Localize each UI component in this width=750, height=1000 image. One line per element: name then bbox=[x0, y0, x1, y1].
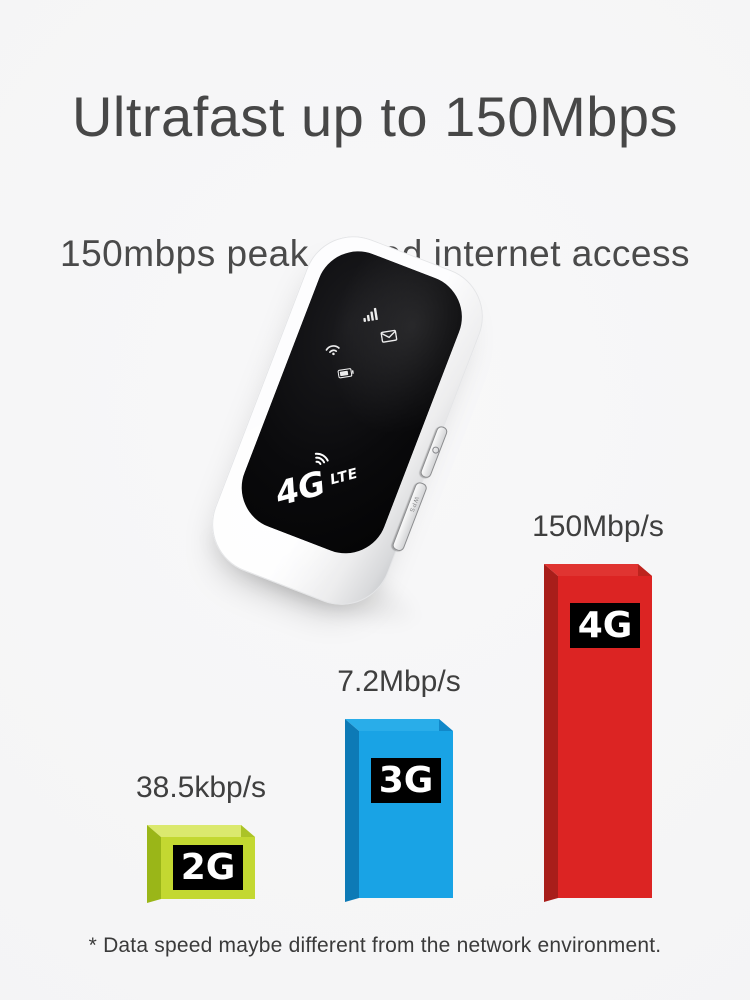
power-icon bbox=[430, 445, 440, 455]
bar-value-label-3g: 7.2Mbp/s bbox=[337, 665, 461, 698]
bar-graphic-3g bbox=[345, 719, 453, 902]
device-front-panel: 4G LTE bbox=[229, 239, 475, 566]
bar-tag-3g: 3G bbox=[371, 758, 441, 803]
device-logo: 4G LTE bbox=[268, 437, 374, 514]
wifi-icon bbox=[325, 345, 340, 356]
logo-4g-text: 4G bbox=[271, 462, 330, 514]
battery-icon bbox=[337, 368, 354, 379]
bar-value-label-2g: 38.5kbp/s bbox=[135, 771, 267, 804]
bar-value-label-4g: 150Mbp/s bbox=[532, 510, 664, 543]
bar-group-2g: 38.5kbp/s 2G bbox=[136, 771, 266, 904]
page-title: Ultrafast up to 150Mbps bbox=[71, 85, 679, 148]
power-button bbox=[419, 424, 449, 480]
logo-lte-text: LTE bbox=[328, 465, 361, 488]
signal-bars-icon bbox=[362, 307, 378, 322]
footer-disclaimer: * Data speed maybe different from the ne… bbox=[88, 934, 662, 957]
device-body: WPS bbox=[197, 221, 498, 620]
envelope-icon bbox=[380, 330, 398, 343]
bar-group-3g: 7.2Mbp/s 3G bbox=[337, 665, 461, 903]
bar-tag-2g: 2G bbox=[173, 845, 243, 890]
wps-button-label: WPS bbox=[407, 496, 419, 514]
bar-group-4g: 150Mbp/s 4G bbox=[532, 510, 664, 903]
bar-tag-4g: 4G bbox=[570, 603, 640, 648]
signal-waves-icon bbox=[314, 452, 329, 465]
